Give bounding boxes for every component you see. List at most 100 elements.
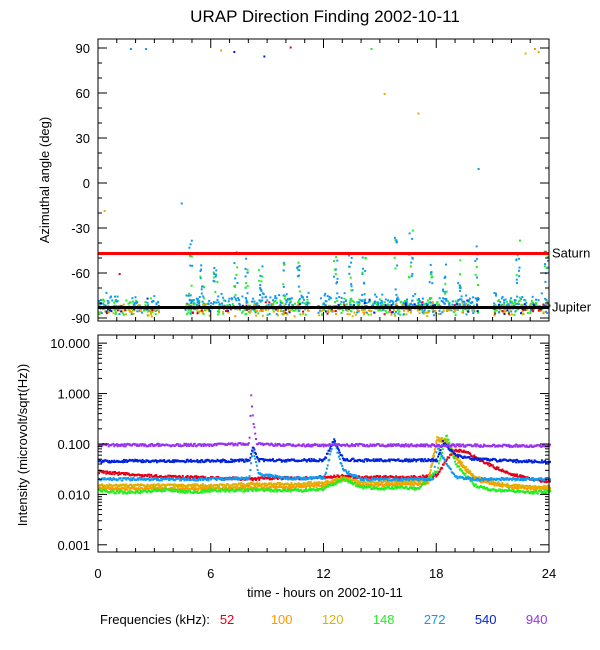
intensity-point-148	[103, 488, 106, 491]
intensity-point-540	[155, 459, 158, 462]
azimuth-streak-point	[216, 298, 219, 301]
intensity-point-100	[377, 484, 380, 487]
intensity-point-540	[424, 458, 427, 461]
azimuth-point-148	[280, 302, 283, 305]
azimuth-point-540	[146, 297, 149, 300]
intensity-point-148	[288, 489, 291, 492]
intensity-point-148	[464, 472, 467, 475]
intensity-point-272	[285, 475, 288, 478]
azimuth-point-148	[532, 301, 535, 304]
intensity-point-272	[517, 476, 520, 479]
azimuth-point-272	[245, 301, 248, 304]
azimuth-point-272	[134, 296, 137, 299]
azimuth-streak-point	[411, 229, 414, 232]
intensity-point-540	[449, 448, 452, 451]
intensity-point-52	[545, 478, 547, 481]
intensity-point-540	[544, 459, 547, 462]
intensity-point-52	[169, 475, 172, 477]
intensity-point-540	[426, 460, 429, 463]
intensity-point-272	[341, 465, 344, 467]
intensity-point-120	[393, 481, 396, 484]
azimuth-point-272	[471, 301, 474, 304]
intensity-point-540	[134, 458, 137, 461]
intensity-point-100	[315, 486, 318, 489]
intensity-point-540	[321, 459, 324, 462]
intensity-point-540	[374, 459, 377, 462]
intensity-point-272	[513, 477, 516, 480]
azimuth-point-148	[428, 301, 431, 304]
azimuth-point-540	[421, 303, 424, 306]
azimuth-point-120	[272, 310, 275, 313]
intensity-point-52	[267, 476, 270, 479]
intensity-point-120	[240, 482, 243, 485]
intensity-point-540	[126, 461, 129, 463]
azimuth-point-272	[417, 302, 420, 305]
intensity-point-120	[279, 482, 282, 485]
intensity-point-272	[380, 477, 383, 479]
intensity-point-148	[395, 485, 398, 488]
azimuth-point-120	[392, 309, 395, 311]
intensity-point-148	[262, 488, 265, 491]
intensity-point-100	[182, 488, 185, 491]
azimuth-point-120	[249, 310, 252, 313]
intensity-point-100	[191, 488, 194, 490]
intensity-point-272	[263, 475, 266, 478]
intensity-point-120	[439, 438, 442, 441]
azimuth-point-148	[396, 309, 399, 312]
azimuth-ytick-label: 60	[76, 86, 90, 101]
azimuth-point-148	[334, 301, 337, 304]
intensity-point-100	[317, 483, 320, 486]
azimuth-streak-point	[429, 263, 432, 266]
azimuth-point-272	[377, 303, 380, 306]
intensity-point-272	[338, 455, 340, 458]
intensity-point-100	[322, 485, 325, 488]
azimuth-point-272	[503, 301, 506, 304]
intensity-point-52	[522, 475, 525, 478]
intensity-point-272	[139, 477, 142, 480]
azimuth-point-100	[353, 311, 356, 314]
intensity-point-272	[140, 477, 143, 480]
azimuth-point-148	[274, 299, 277, 302]
azimuth-point-540	[120, 310, 123, 313]
azimuth-point-272	[396, 296, 399, 299]
intensity-point-148	[184, 491, 187, 494]
azimuth-point-148	[534, 303, 537, 306]
azimuth-streak-point	[364, 269, 367, 272]
intensity-point-272	[156, 479, 158, 482]
azimuth-point-272	[508, 304, 510, 307]
azimuth-point-272	[231, 298, 233, 300]
azimuth-point-120	[280, 308, 283, 311]
intensity-point-100	[169, 487, 172, 489]
azimuth-point-148	[253, 309, 256, 312]
intensity-point-540	[468, 456, 471, 459]
intensity-point-148	[174, 488, 177, 491]
intensity-point-100	[243, 485, 245, 488]
intensity-point-120	[234, 483, 237, 486]
azimuth-point-120	[510, 304, 513, 307]
intensity-point-52	[193, 475, 196, 478]
azimuth-streak-point	[188, 246, 191, 249]
azimuth-point-272	[510, 310, 513, 313]
intensity-point-540	[454, 452, 456, 455]
intensity-point-120	[497, 481, 500, 484]
intensity-point-148	[507, 488, 510, 491]
intensity-point-148	[420, 485, 423, 488]
intensity-point-272	[358, 477, 361, 480]
intensity-point-148	[118, 491, 121, 494]
azimuth-streak-point	[547, 259, 549, 262]
azimuth-point-272	[516, 295, 519, 298]
intensity-point-540	[432, 460, 435, 463]
intensity-point-272	[514, 479, 517, 482]
intensity-point-120	[132, 484, 135, 487]
intensity-point-52	[101, 471, 104, 474]
intensity-point-272	[137, 478, 140, 481]
azimuth-streak-point	[544, 280, 547, 283]
intensity-point-100	[529, 488, 532, 491]
intensity-point-540	[409, 459, 412, 462]
azimuth-streak-point	[189, 243, 192, 246]
intensity-point-120	[513, 483, 516, 486]
intensity-point-148	[486, 486, 489, 489]
azimuth-point-148	[454, 300, 457, 303]
intensity-point-272	[149, 479, 152, 482]
intensity-point-120	[460, 462, 463, 465]
